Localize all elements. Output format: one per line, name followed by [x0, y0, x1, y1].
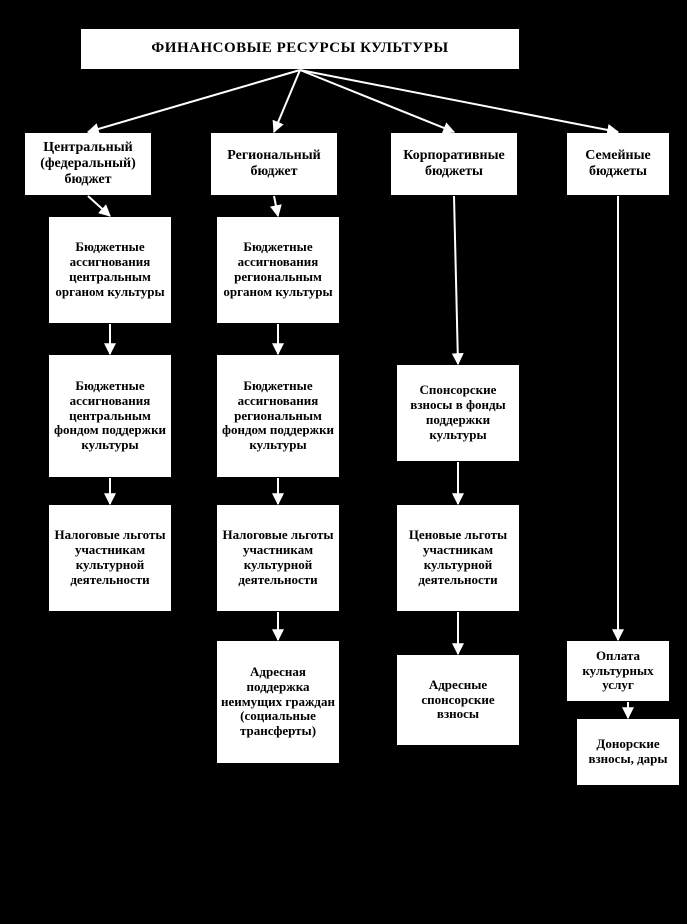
cell-r4c3-label: Адресные спонсорские взносы — [401, 678, 515, 723]
cell-r1c2: Бюджетные ассигнования региональным орга… — [216, 216, 340, 324]
cell-r3c3: Ценовые льготы участникам культурной дея… — [396, 504, 520, 612]
cell-r4c3: Адресные спонсорские взносы — [396, 654, 520, 746]
cell-r4c4a-label: Оплата культурных услуг — [571, 649, 665, 694]
cell-r3c1: Налоговые льготы участникам культурной д… — [48, 504, 172, 612]
col-c3: Корпоративные бюджеты — [390, 132, 518, 196]
col-c4: Семейные бюджеты — [566, 132, 670, 196]
col-c1-label: Центральный (федеральный) бюджет — [29, 140, 147, 188]
cell-r1c2-label: Бюджетные ассигнования региональным орга… — [221, 240, 335, 300]
cell-r3c2-label: Налоговые льготы участникам культурной д… — [221, 528, 335, 588]
cell-r2c2: Бюджетные ассигнования региональным фонд… — [216, 354, 340, 478]
cell-r4c4b-label: Донорские взносы, дары — [581, 737, 675, 767]
col-c2-label: Региональный бюджет — [215, 148, 333, 180]
cell-r2c3: Спонсорские взносы в фонды поддержки кул… — [396, 364, 520, 462]
cell-r1c1: Бюджетные ассигнования центральным орган… — [48, 216, 172, 324]
cell-r3c1-label: Налоговые льготы участникам культурной д… — [53, 528, 167, 588]
cell-r4c4a: Оплата культурных услуг — [566, 640, 670, 702]
cell-r4c2-label: Адресная поддержка неимущих граждан (соц… — [221, 665, 335, 740]
col-c4-label: Семейные бюджеты — [571, 148, 665, 180]
cell-r2c2-label: Бюджетные ассигнования региональным фонд… — [221, 379, 335, 454]
cell-r2c1: Бюджетные ассигнования центральным фондо… — [48, 354, 172, 478]
cell-r3c2: Налоговые льготы участникам культурной д… — [216, 504, 340, 612]
cell-r4c2: Адресная поддержка неимущих граждан (соц… — [216, 640, 340, 764]
col-c2: Региональный бюджет — [210, 132, 338, 196]
cell-r3c3-label: Ценовые льготы участникам культурной дея… — [401, 528, 515, 588]
cell-r2c3-label: Спонсорские взносы в фонды поддержки кул… — [401, 383, 515, 443]
col-c1: Центральный (федеральный) бюджет — [24, 132, 152, 196]
title-box: ФИНАНСОВЫЕ РЕСУРСЫ КУЛЬТУРЫ — [80, 28, 520, 70]
cell-r2c1-label: Бюджетные ассигнования центральным фондо… — [53, 379, 167, 454]
title-text: ФИНАНСОВЫЕ РЕСУРСЫ КУЛЬТУРЫ — [151, 40, 448, 57]
col-c3-label: Корпоративные бюджеты — [395, 148, 513, 180]
cell-r1c1-label: Бюджетные ассигнования центральным орган… — [53, 240, 167, 300]
cell-r4c4b: Донорские взносы, дары — [576, 718, 680, 786]
